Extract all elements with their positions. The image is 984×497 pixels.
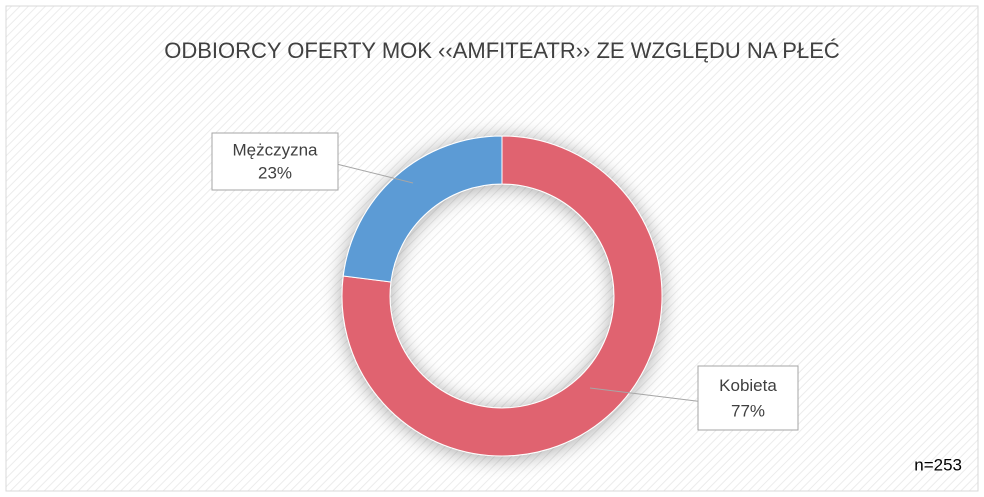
value-label: 77%	[731, 402, 765, 421]
value-label: 23%	[258, 164, 292, 183]
donut-segment	[342, 135, 503, 283]
category-label: Mężczyzna	[232, 141, 318, 160]
label-box	[697, 365, 799, 431]
donut	[341, 135, 663, 457]
category-label: Kobieta	[719, 376, 777, 395]
leader-line	[337, 163, 414, 184]
chart-title: ODBIORCY OFERTY MOK ‹‹AMFITEATR›› ZE WZG…	[164, 38, 840, 63]
donut-segment	[341, 135, 663, 457]
label-box	[211, 132, 339, 191]
annotation: n=253	[914, 455, 962, 474]
leader-line	[589, 387, 699, 402]
